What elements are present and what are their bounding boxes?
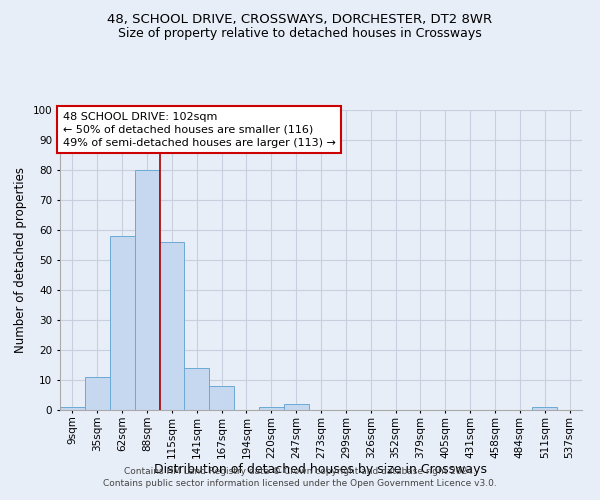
Bar xyxy=(532,407,557,410)
Text: Size of property relative to detached houses in Crossways: Size of property relative to detached ho… xyxy=(118,28,482,40)
Bar xyxy=(209,386,234,410)
Y-axis label: Number of detached properties: Number of detached properties xyxy=(14,167,27,353)
Bar xyxy=(134,170,160,410)
Text: Contains HM Land Registry data © Crown copyright and database right 2024.
Contai: Contains HM Land Registry data © Crown c… xyxy=(103,466,497,487)
Bar xyxy=(85,377,110,410)
Bar xyxy=(259,407,284,410)
Bar xyxy=(60,407,85,410)
Text: 48 SCHOOL DRIVE: 102sqm
← 50% of detached houses are smaller (116)
49% of semi-d: 48 SCHOOL DRIVE: 102sqm ← 50% of detache… xyxy=(62,112,335,148)
Bar xyxy=(110,236,134,410)
X-axis label: Distribution of detached houses by size in Crossways: Distribution of detached houses by size … xyxy=(155,463,487,476)
Bar xyxy=(160,242,184,410)
Bar xyxy=(184,368,209,410)
Bar xyxy=(284,404,308,410)
Text: 48, SCHOOL DRIVE, CROSSWAYS, DORCHESTER, DT2 8WR: 48, SCHOOL DRIVE, CROSSWAYS, DORCHESTER,… xyxy=(107,12,493,26)
